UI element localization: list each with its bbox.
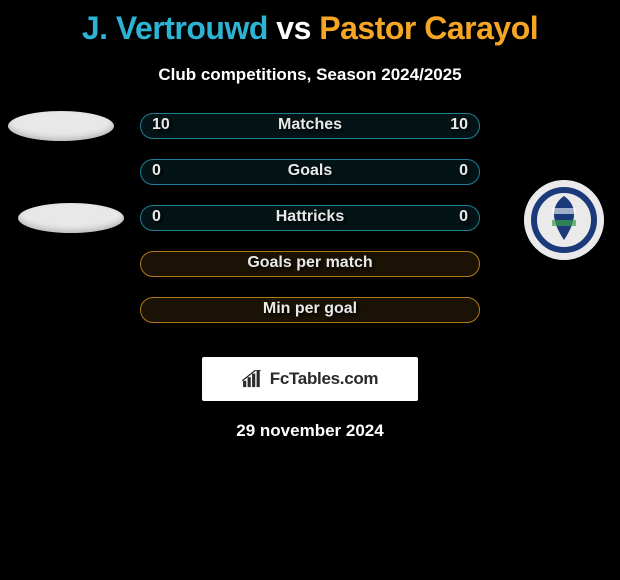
branding-text: FcTables.com bbox=[270, 369, 379, 389]
title-player1: J. Vertrouwd bbox=[82, 10, 268, 46]
comparison-card: J. Vertrouwd vs Pastor Carayol Club comp… bbox=[0, 0, 620, 580]
stat-bar bbox=[140, 159, 480, 185]
stat-left-value: 0 bbox=[152, 162, 161, 180]
stat-bar bbox=[140, 297, 480, 323]
stat-bar bbox=[140, 251, 480, 277]
stat-left-value: 10 bbox=[152, 116, 170, 134]
club-crest bbox=[524, 180, 604, 260]
stat-row: Goals per match bbox=[0, 251, 620, 297]
stat-left-value: 0 bbox=[152, 208, 161, 226]
snapshot-date: 29 november 2024 bbox=[0, 421, 620, 441]
title-player2: Pastor Carayol bbox=[319, 10, 538, 46]
bar-chart-icon bbox=[242, 370, 264, 388]
stat-bar bbox=[140, 205, 480, 231]
subtitle: Club competitions, Season 2024/2025 bbox=[0, 65, 620, 85]
title-vs: vs bbox=[276, 10, 311, 46]
stat-right-value: 10 bbox=[450, 116, 468, 134]
branding-badge: FcTables.com bbox=[202, 357, 418, 401]
stat-row: Min per goal bbox=[0, 297, 620, 343]
stat-row: Matches1010 bbox=[0, 113, 620, 159]
stat-right-value: 0 bbox=[459, 162, 468, 180]
player-blob bbox=[8, 111, 114, 141]
stat-bar bbox=[140, 113, 480, 139]
page-title: J. Vertrouwd vs Pastor Carayol bbox=[0, 0, 620, 47]
stat-right-value: 0 bbox=[459, 208, 468, 226]
stat-row: Goals00 bbox=[0, 159, 620, 205]
crest-icon bbox=[524, 180, 604, 260]
